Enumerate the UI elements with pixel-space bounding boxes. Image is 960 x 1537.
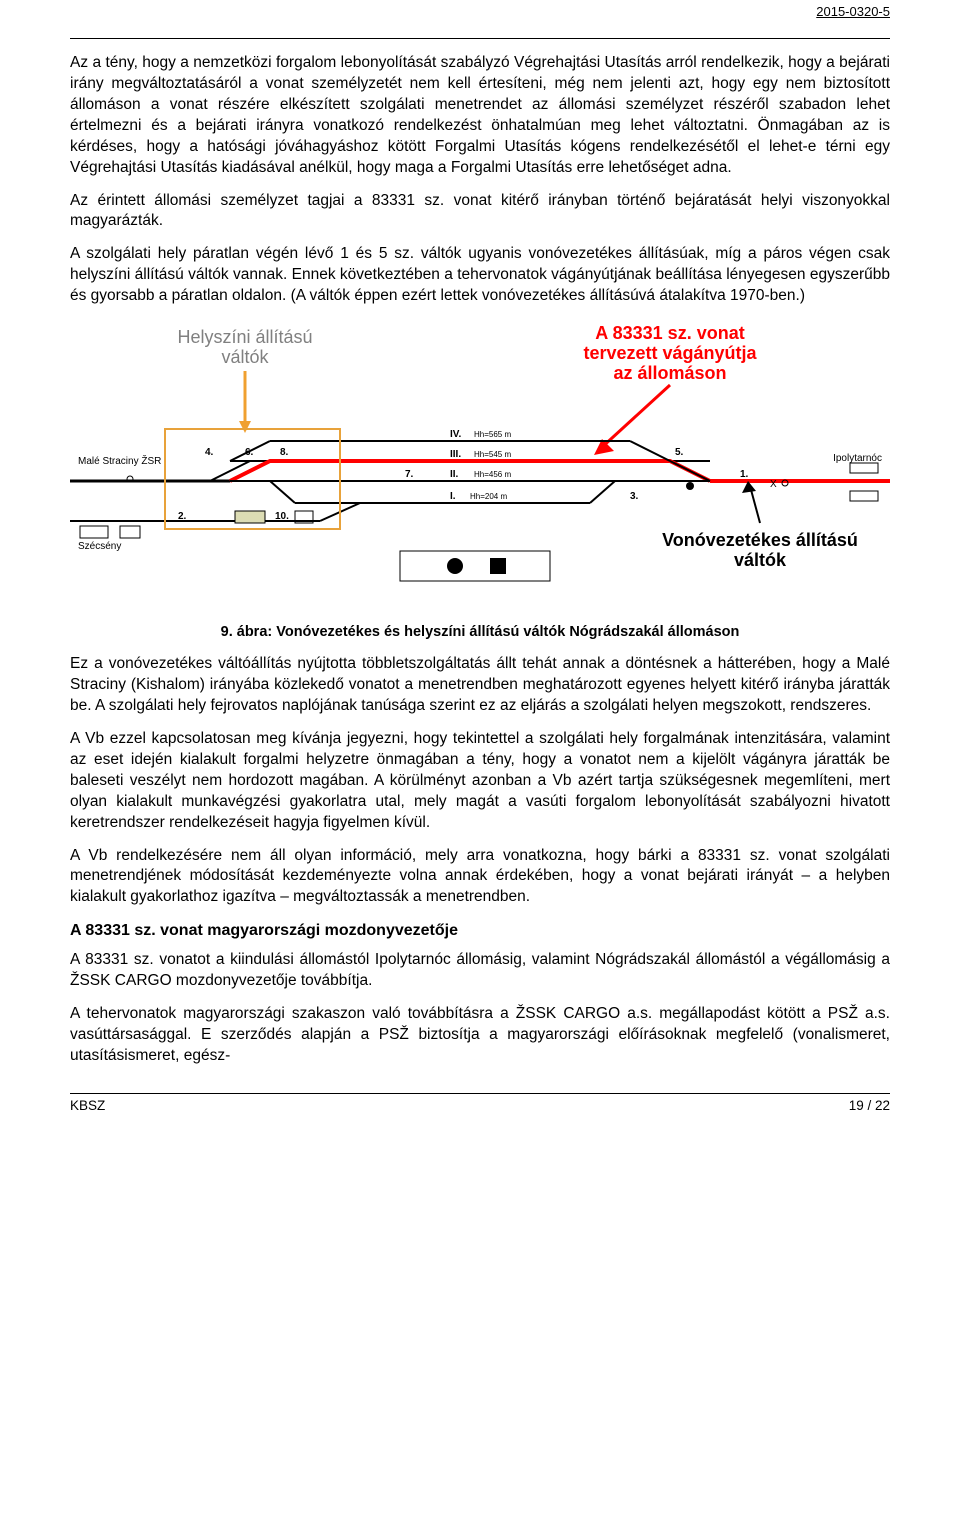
sw-3: 3. bbox=[630, 491, 639, 502]
right-dest: Ipolytarnóc bbox=[833, 453, 882, 464]
sw-4: 4. bbox=[205, 447, 214, 458]
sw-7: 7. bbox=[405, 469, 414, 480]
sw-8: 8. bbox=[280, 447, 289, 458]
figure-caption: 9. ábra: Vonóvezetékes és helyszíni állí… bbox=[70, 624, 890, 640]
left-dest-2: Szécsény bbox=[78, 541, 121, 552]
track-II-label: II. bbox=[450, 469, 459, 480]
paragraph-6: A Vb rendelkezésére nem áll olyan inform… bbox=[70, 846, 890, 909]
svg-text:X: X bbox=[770, 479, 777, 490]
track-diagram-svg: Helyszíni állítású váltók A 83331 sz. vo… bbox=[70, 321, 890, 611]
paragraph-8: A tehervonatok magyarországi szakaszon v… bbox=[70, 1004, 890, 1067]
section-heading: A 83331 sz. vonat magyarországi mozdonyv… bbox=[70, 922, 890, 940]
label-local-2: váltók bbox=[221, 347, 269, 367]
track-figure: Helyszíni állítású váltók A 83331 sz. vo… bbox=[70, 321, 890, 616]
top-divider bbox=[70, 38, 890, 39]
sw-5: 5. bbox=[675, 447, 684, 458]
label-red-1: A 83331 sz. vonat bbox=[595, 323, 744, 343]
label-red-2: tervezett vágányútja bbox=[583, 343, 757, 363]
paragraph-4: Ez a vonóvezetékes váltóállítás nyújtott… bbox=[70, 654, 890, 717]
track-IV-h: Hh=565 m bbox=[474, 430, 511, 439]
label-remote-1: Vonóvezetékes állítású bbox=[662, 530, 858, 550]
sw-10: 10. bbox=[275, 511, 289, 522]
paragraph-3: A szolgálati hely páratlan végén lévő 1 … bbox=[70, 244, 890, 307]
paragraph-2: Az érintett állomási személyzet tagjai a… bbox=[70, 191, 890, 233]
sw-1: 1. bbox=[740, 469, 749, 480]
label-remote-2: váltók bbox=[734, 550, 787, 570]
track-III-h: Hh=545 m bbox=[474, 450, 511, 459]
red-arrow-line bbox=[600, 385, 670, 449]
orange-arrow-head bbox=[239, 421, 251, 433]
label-local-1: Helyszíni állítású bbox=[177, 327, 312, 347]
page-footer: KBSZ 19 / 22 bbox=[70, 1093, 890, 1113]
track-III-label: III. bbox=[450, 449, 461, 460]
track-I-label: I. bbox=[450, 491, 456, 502]
footer-right: 19 / 22 bbox=[849, 1098, 890, 1113]
left-dest-1: Malé Straciny ŽSR bbox=[78, 454, 161, 467]
red-path-diverge bbox=[230, 461, 710, 481]
track-IV-label: IV. bbox=[450, 429, 462, 440]
footer-left: KBSZ bbox=[70, 1098, 105, 1113]
document-id: 2015-0320-5 bbox=[816, 4, 890, 19]
track-II-h: Hh=456 m bbox=[474, 470, 511, 479]
paragraph-5: A Vb ezzel kapcsolatosan meg kívánja jeg… bbox=[70, 729, 890, 834]
label-red-3: az állomáson bbox=[613, 363, 726, 383]
sw-6: 6. bbox=[245, 447, 254, 458]
track-I-h: Hh=204 m bbox=[470, 492, 507, 501]
sw-2: 2. bbox=[178, 511, 187, 522]
paragraph-1: Az a tény, hogy a nemzetközi forgalom le… bbox=[70, 53, 890, 179]
paragraph-7: A 83331 sz. vonatot a kiindulási állomás… bbox=[70, 950, 890, 992]
